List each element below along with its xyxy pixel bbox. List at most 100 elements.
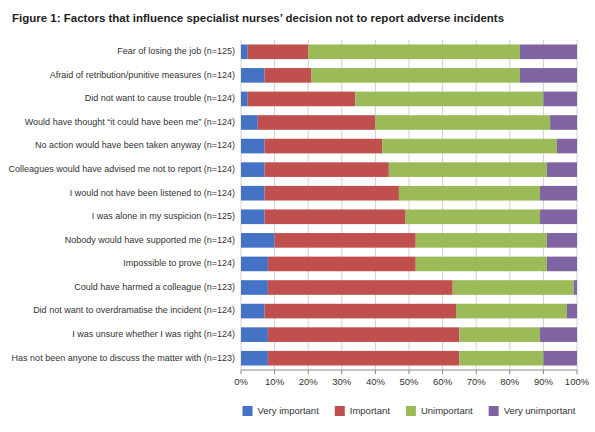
category-label: I would not have been listened to (n=124… [70,188,235,198]
grid-line [543,40,544,370]
tick-label: 40% [366,376,386,387]
bar [241,186,265,201]
category-label: No action would have been taken anyway (… [35,140,235,150]
category-label: Could have harmed a colleague (n=123) [74,282,235,292]
bar [241,209,265,224]
bar [265,186,399,201]
axis-line [241,370,577,371]
bar [355,92,543,107]
legend-label: Important [350,405,390,416]
bar [241,351,268,366]
category-label: Colleagues would have advised me not to … [9,164,235,174]
tick-label: 50% [399,376,419,387]
bar [453,280,574,295]
bar [382,139,557,154]
bar [241,44,248,59]
grid-line [409,40,410,370]
tick-mark [241,370,242,374]
legend-label: Very unimportant [504,405,576,416]
tick-label: 70% [467,376,487,387]
tick-label: 0% [234,376,248,387]
bar [268,257,416,272]
chart: Figure 1: Factors that influence special… [0,0,595,432]
bar [456,304,567,319]
bar [459,327,540,342]
bar [389,162,547,177]
bar [416,233,547,248]
bar [265,162,389,177]
legend: Very important Important Unimportant Very u… [243,405,576,416]
bar [241,304,265,319]
bar [241,115,258,130]
tick-label: 100% [565,376,590,387]
legend-swatch [335,406,345,416]
tick-label: 90% [534,376,554,387]
bar [543,351,577,366]
bar [265,304,457,319]
tick-mark [577,370,578,374]
grid-line [577,40,578,370]
bars [241,44,577,365]
grid-line [375,40,376,370]
bar [416,257,547,272]
bar [540,209,577,224]
grid [241,40,577,370]
bar [547,257,577,272]
bar [265,139,383,154]
tick-label: 30% [332,376,352,387]
tick-label: 60% [433,376,453,387]
grid-line [274,40,275,370]
legend-item: Unimportant [406,405,473,416]
grid-line [241,40,242,370]
bar [241,92,248,107]
bar [268,351,460,366]
legend-item: Very important [243,405,320,416]
tick-mark [308,370,309,374]
legend-item: Very unimportant [489,405,576,416]
bar [547,233,577,248]
category-label: Did not want to overdramatise the incide… [33,305,235,315]
legend-label: Very important [258,405,320,416]
bar [567,304,577,319]
bar [540,186,577,201]
bar [540,327,577,342]
category-label: Afraid of retribution/punitive measures … [50,70,235,80]
legend-label: Unimportant [421,405,473,416]
tick-mark [543,370,544,374]
x-axis: 0% 10% 20% 30% 40% 50% 60% 70% 80% 90% 100% [234,370,590,387]
bar [459,351,543,366]
tick-label: 80% [500,376,520,387]
grid-line [476,40,477,370]
category-label: Would have thought “it could have been m… [25,117,235,127]
bar [241,327,268,342]
bar [241,280,268,295]
category-label: Has not been anyone to discuss the matte… [12,353,235,363]
tick-mark [509,370,510,374]
bar [543,92,577,107]
category-label: I was unsure whether I was right (n=124) [72,329,235,339]
tick-mark [476,370,477,374]
category-label: I was alone in my suspicion (n=125) [92,211,235,221]
bar [557,139,577,154]
bar [547,162,577,177]
tick-label: 10% [265,376,285,387]
tick-label: 20% [299,376,319,387]
bar [574,280,577,295]
bar [241,68,265,83]
category-label: Did not want to cause trouble (n=124) [85,93,235,103]
bar [520,68,577,83]
y-axis: Fear of losing the job (n=125)Afraid of … [9,46,235,362]
bar [275,233,416,248]
category-label: Impossible to prove (n=124) [123,258,235,268]
category-label: Nobody would have supported me (n=124) [65,235,235,245]
bar [268,280,453,295]
grid-line [509,40,510,370]
bar [241,162,265,177]
bar [241,257,268,272]
grid-line [341,40,342,370]
bar [241,139,265,154]
bar [265,209,406,224]
bar [241,233,275,248]
legend-item: Important [335,405,390,416]
legend-swatch [406,406,416,416]
